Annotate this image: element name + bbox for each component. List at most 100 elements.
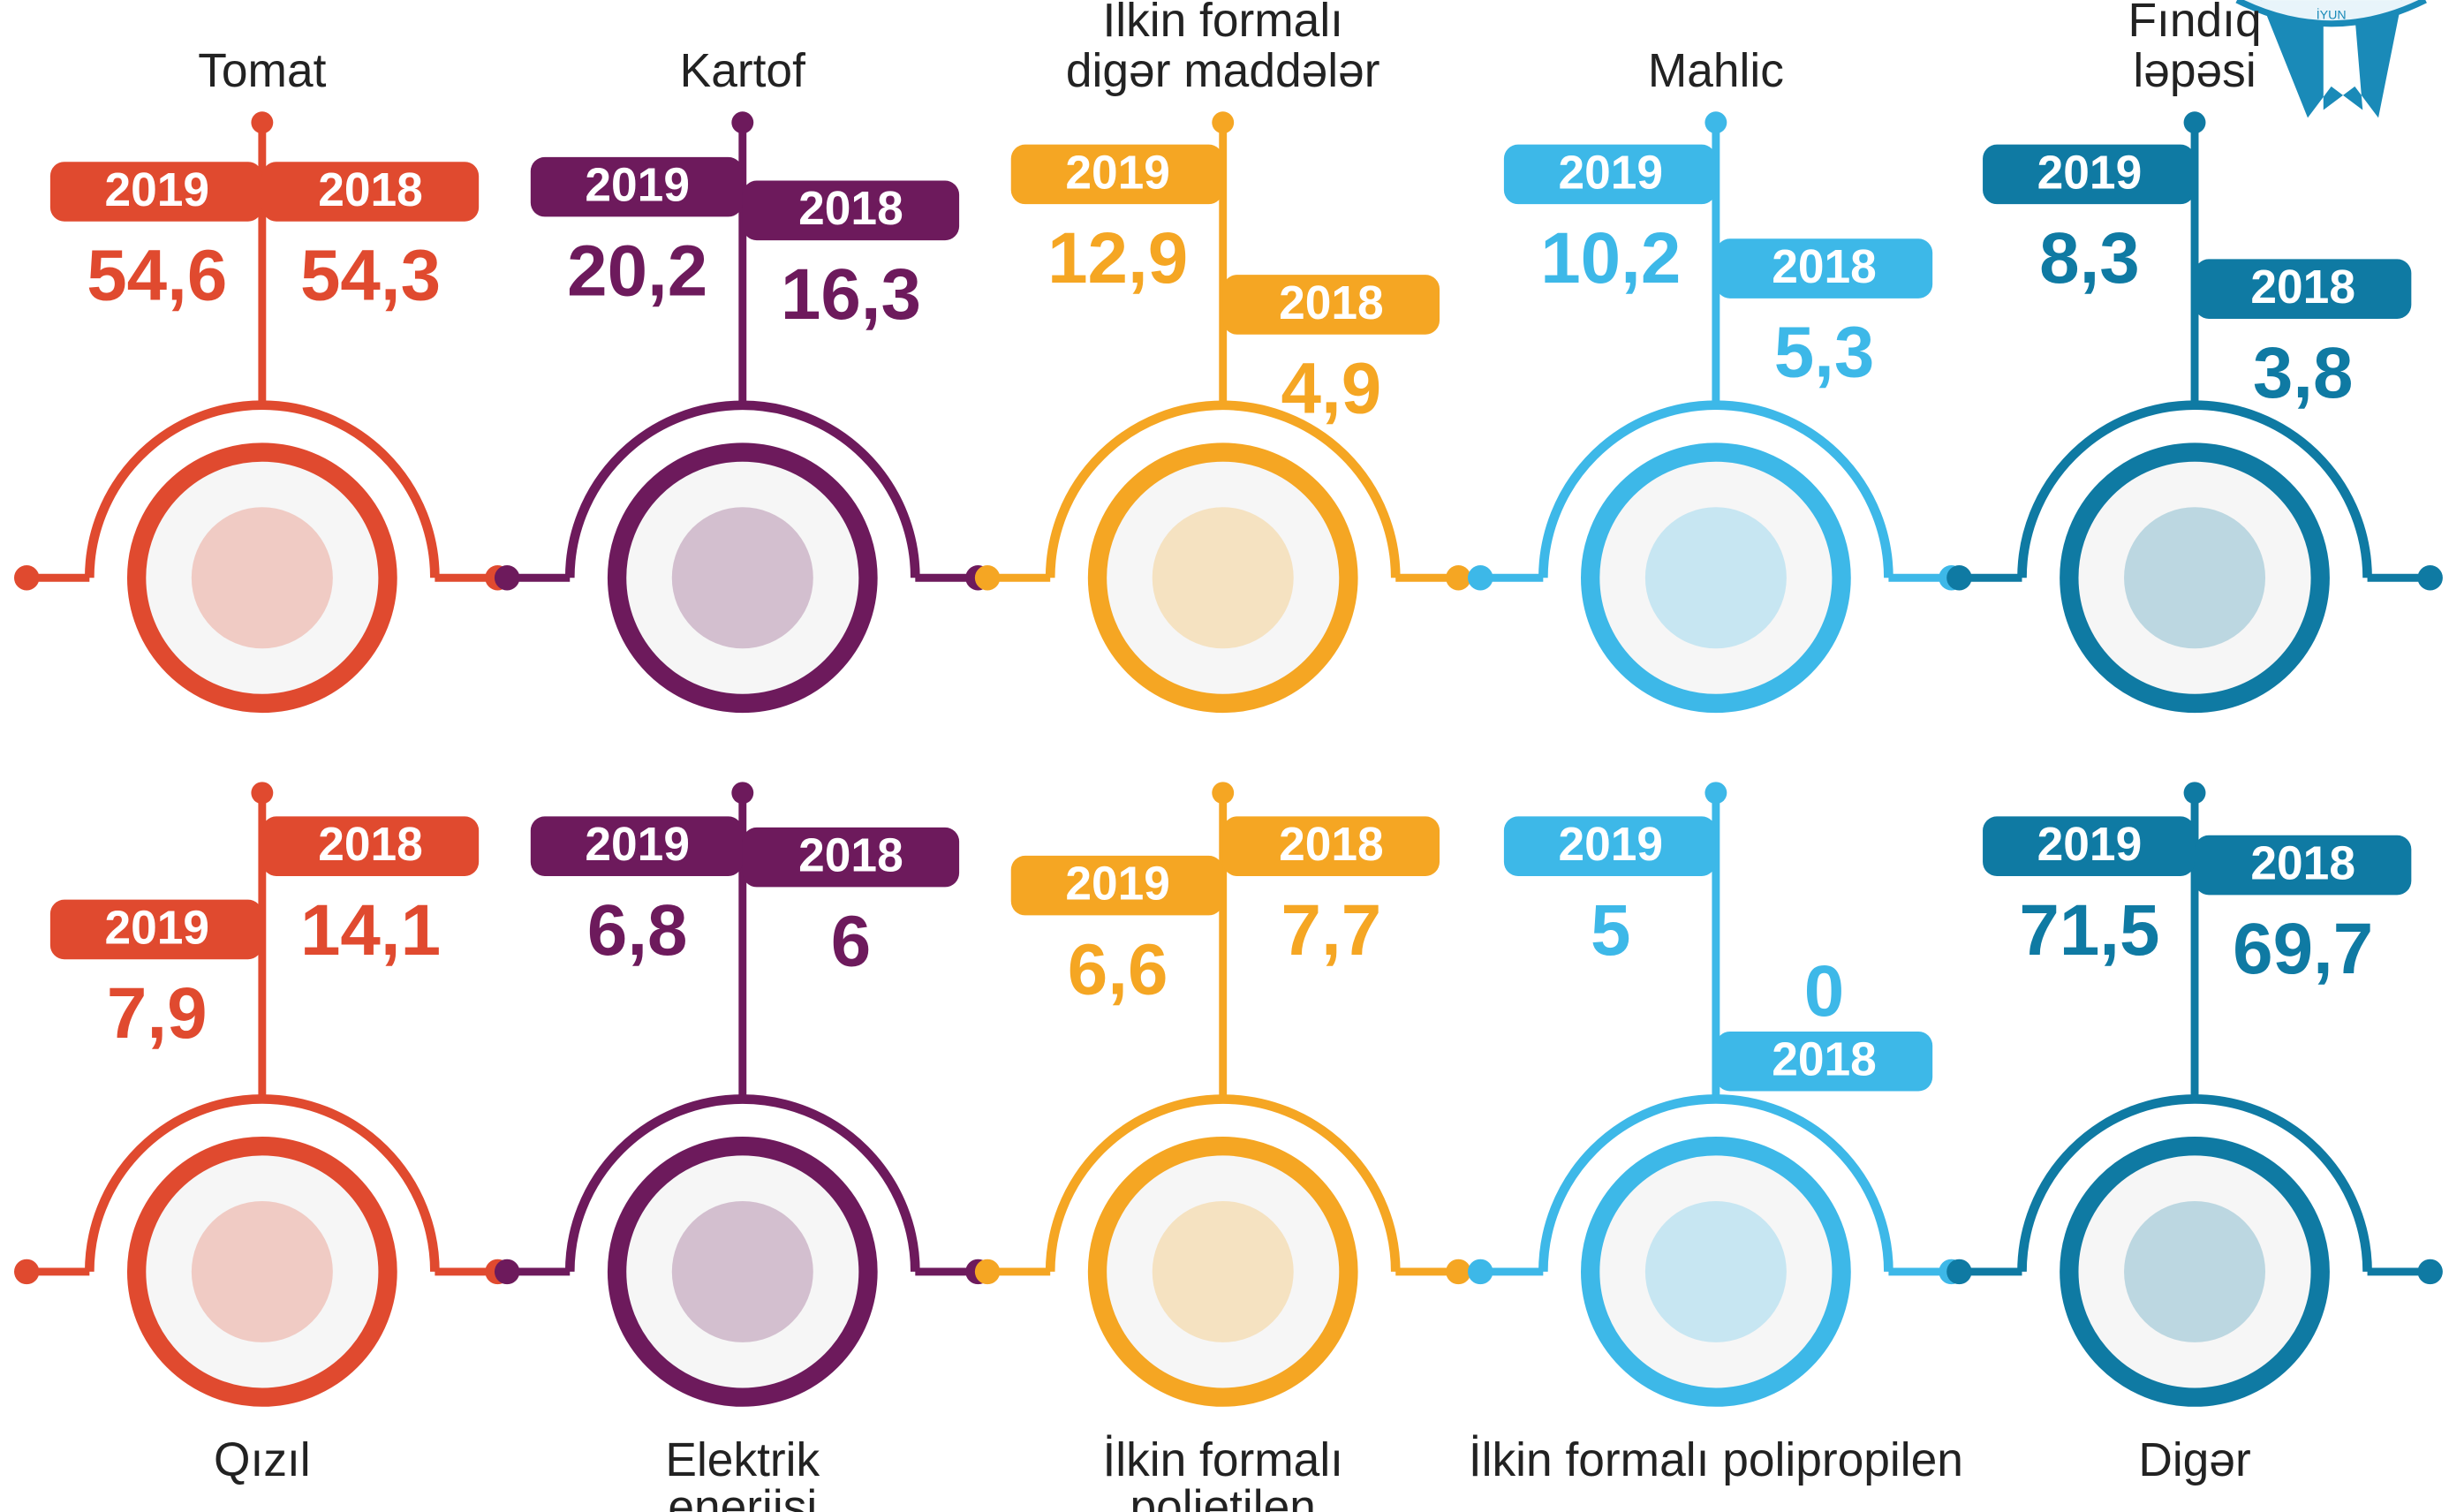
- icon-ring: [607, 442, 878, 714]
- year-label: 2018: [1279, 819, 1384, 871]
- end-dot: [13, 565, 40, 591]
- value: 10,2: [1540, 218, 1681, 299]
- stem-dot: [731, 111, 754, 134]
- year-box: [1983, 144, 2196, 205]
- year-box: [2195, 259, 2412, 319]
- end-dot: [13, 1259, 40, 1285]
- year-box: [2195, 835, 2412, 896]
- item: Qızıl 2019 7,9 2018 14,1: [13, 782, 510, 1486]
- end-dot: [1468, 1259, 1493, 1285]
- value: 69,7: [2233, 909, 2373, 989]
- arc: [2017, 1094, 2372, 1272]
- end-dot: [1446, 1259, 1471, 1285]
- arc: [1045, 1094, 1401, 1272]
- year-label: 2018: [318, 819, 423, 871]
- year-label: 2019: [1558, 819, 1663, 871]
- year-label: 2019: [1065, 858, 1170, 911]
- icon: [1644, 1200, 1787, 1342]
- icon-ring: [2060, 1137, 2330, 1407]
- year-label: 2018: [798, 830, 903, 882]
- year-label: 2018: [1772, 241, 1877, 293]
- end-dot: [2417, 565, 2443, 591]
- item: Kartof 2019 20,2 2018 16,3: [494, 45, 991, 714]
- value: 7,7: [1281, 890, 1382, 971]
- item-label: Elektrik: [665, 1434, 820, 1486]
- year-box: [261, 162, 480, 222]
- year-box: [261, 816, 480, 876]
- year-box: [1503, 144, 1716, 205]
- value: 16,3: [781, 254, 921, 335]
- arc: [84, 400, 440, 578]
- value: 6: [831, 901, 871, 981]
- year-box: [1010, 144, 1223, 205]
- badge-text: İYUN: [2317, 6, 2347, 22]
- icon: [671, 507, 813, 649]
- value: 5,3: [1774, 313, 1875, 393]
- year-box: [742, 180, 960, 241]
- year-box: [742, 827, 960, 888]
- icon-ring: [126, 442, 397, 714]
- value: 6,8: [587, 890, 688, 971]
- icon: [2124, 1200, 2266, 1342]
- end-dot: [1946, 1259, 1972, 1285]
- item-label: Qızıl: [214, 1434, 311, 1486]
- stem-dot: [1212, 782, 1235, 805]
- icon: [671, 1200, 813, 1342]
- year-label: 2019: [2037, 147, 2143, 199]
- icon: [191, 507, 333, 649]
- end-dot: [494, 1259, 520, 1285]
- end-dot: [1946, 565, 1972, 591]
- item-label: digər maddələr: [1066, 45, 1380, 97]
- item-label: İlkin formalı polipropilen: [1469, 1434, 1963, 1486]
- year-label: 2018: [2250, 261, 2355, 314]
- year-box: [49, 899, 262, 960]
- arc: [1538, 1094, 1893, 1272]
- icon-ring: [607, 1137, 878, 1407]
- item: Tomat 2019 54,6 2018 54,3: [13, 45, 510, 714]
- year-box: [1715, 1031, 1933, 1092]
- end-dot: [974, 1259, 1001, 1285]
- year-box: [1715, 238, 1933, 299]
- year-box: [1503, 816, 1716, 876]
- end-dot: [494, 565, 520, 591]
- end-dot: [1468, 565, 1493, 591]
- arc: [2017, 400, 2372, 578]
- value: 54,3: [300, 236, 441, 316]
- item-label: İlkin formalı: [1102, 1434, 1343, 1486]
- value: 4,9: [1281, 349, 1382, 429]
- icon: [1152, 507, 1294, 649]
- item-label: Kartof: [680, 45, 805, 97]
- arc: [564, 400, 920, 578]
- item: Digər 2019 71,5 2018 69,7: [1946, 782, 2443, 1486]
- icon-ring: [1581, 1137, 1851, 1407]
- year-box: [530, 156, 743, 217]
- stem-dot: [251, 782, 274, 805]
- item-label: enerjisi: [668, 1481, 817, 1512]
- value: 14,1: [300, 890, 441, 971]
- year-label: 2018: [798, 183, 903, 235]
- year-label: 2018: [2250, 837, 2355, 889]
- stem-dot: [2183, 782, 2206, 805]
- year-label: 2018: [1772, 1034, 1877, 1086]
- value: 3,8: [2253, 333, 2354, 413]
- item: Mahlic 2019 10,2 2018 5,3: [1468, 45, 1964, 714]
- item-label: ləpəsi: [2133, 45, 2256, 97]
- year-box: [49, 162, 262, 222]
- item-label: Mahlic: [1648, 45, 1784, 97]
- value: 8,3: [2039, 218, 2140, 299]
- year-label: 2019: [585, 819, 690, 871]
- year-box: [1222, 816, 1440, 876]
- year-label: 2019: [2037, 819, 2143, 871]
- icon-ring: [1581, 442, 1851, 714]
- icon: [2124, 507, 2266, 649]
- arc: [84, 1094, 440, 1272]
- value: 6,6: [1068, 929, 1168, 1009]
- icon-ring: [1087, 442, 1358, 714]
- year-label: 2019: [1065, 147, 1170, 199]
- icon: [191, 1200, 333, 1342]
